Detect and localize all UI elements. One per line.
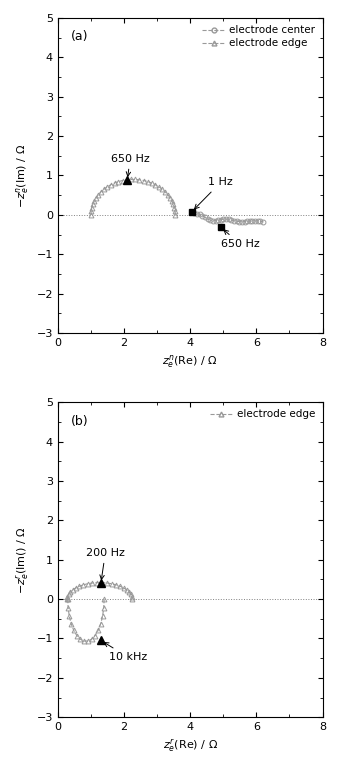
Legend: electrode center, electrode edge: electrode center, electrode edge	[200, 23, 317, 51]
X-axis label: $z_e^r$(Re) / $\Omega$: $z_e^r$(Re) / $\Omega$	[163, 738, 218, 754]
Text: 200 Hz: 200 Hz	[86, 548, 125, 580]
Y-axis label: $-z_e^r$(Im() / $\Omega$: $-z_e^r$(Im() / $\Omega$	[15, 526, 31, 594]
Y-axis label: $-z_e^n$(Im) / $\Omega$: $-z_e^n$(Im) / $\Omega$	[14, 144, 31, 207]
Text: 650 Hz: 650 Hz	[111, 154, 150, 177]
Text: (a): (a)	[71, 31, 88, 44]
Text: 650 Hz: 650 Hz	[221, 230, 260, 249]
Text: 1 Hz: 1 Hz	[194, 177, 233, 209]
X-axis label: $z_e^n$(Re) / $\Omega$: $z_e^n$(Re) / $\Omega$	[162, 353, 218, 370]
Text: 10 kHz: 10 kHz	[104, 643, 147, 662]
Text: (b): (b)	[71, 415, 89, 428]
Legend: electrode edge: electrode edge	[208, 407, 317, 422]
